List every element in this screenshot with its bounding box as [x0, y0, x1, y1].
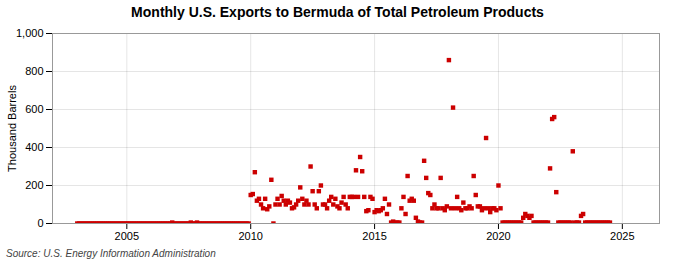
svg-text:Thousand Barrels: Thousand Barrels	[6, 85, 18, 172]
svg-text:2010: 2010	[238, 230, 262, 242]
svg-text:400: 400	[25, 141, 43, 153]
html-text:Source: U.S. Energy Informatio: Source: U.S. Energy Information Administ…	[6, 248, 216, 259]
html-text:Monthly U.S. Exports to Bermud: Monthly U.S. Exports to Bermuda of Total…	[131, 4, 544, 20]
svg-text:200: 200	[25, 179, 43, 191]
svg-text:2015: 2015	[362, 230, 386, 242]
svg-text:1,000: 1,000	[16, 27, 44, 39]
svg-text:2025: 2025	[610, 230, 634, 242]
svg-text:600: 600	[25, 103, 43, 115]
svg-text:800: 800	[25, 65, 43, 77]
svg-text:2020: 2020	[486, 230, 510, 242]
svg-text:2005: 2005	[115, 230, 139, 242]
svg-text:0: 0	[37, 217, 43, 229]
